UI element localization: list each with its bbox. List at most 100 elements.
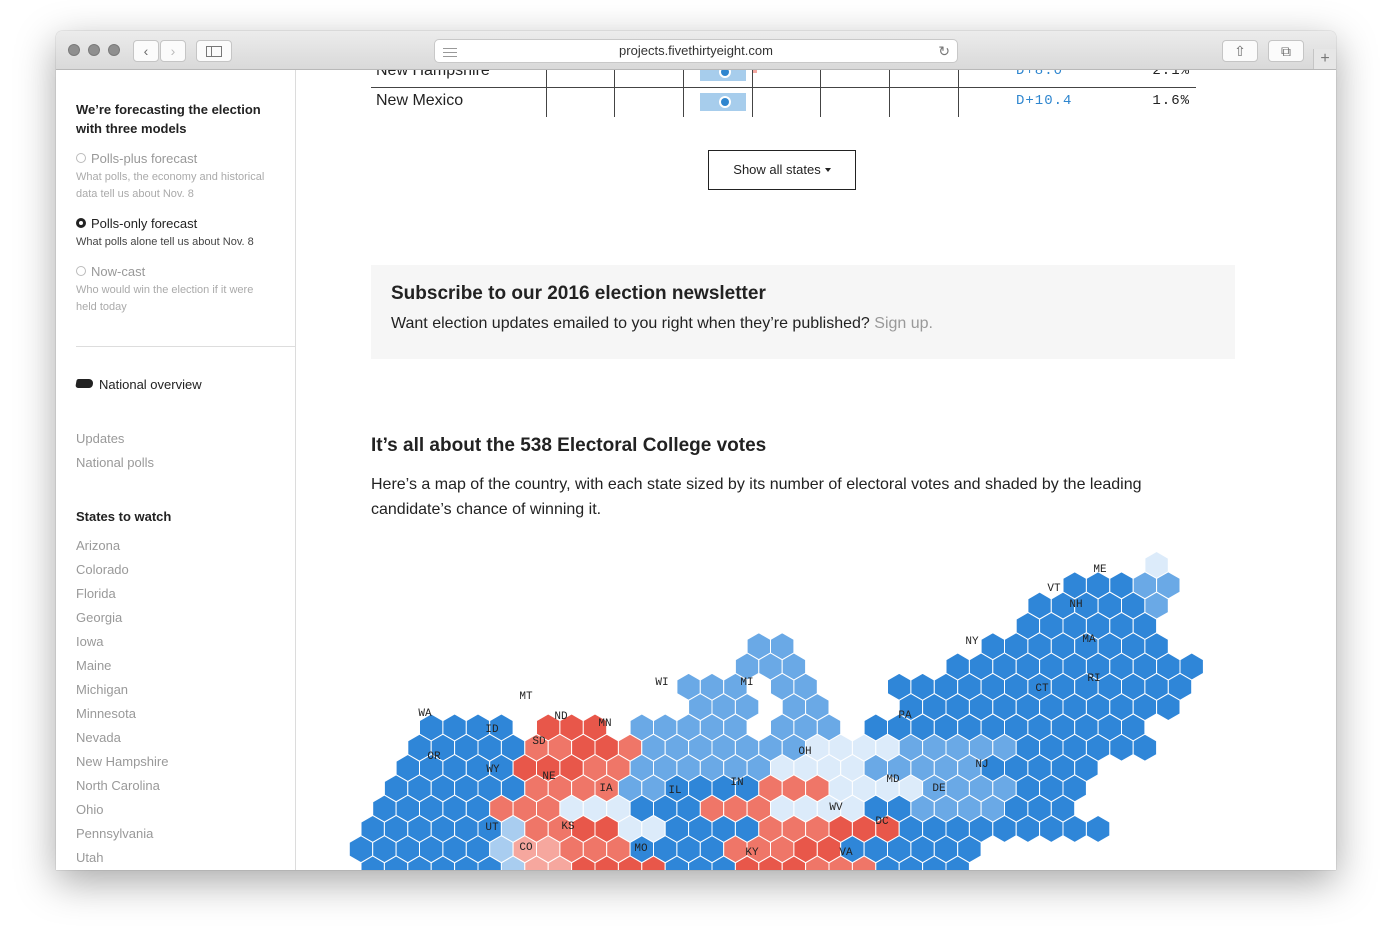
state-label-wa[interactable]: WA	[418, 708, 432, 720]
sidebar-link-national-polls[interactable]: National polls	[76, 455, 155, 470]
sign-up-link[interactable]: Sign up.	[874, 315, 933, 332]
sidebar-link-updates[interactable]: Updates	[76, 431, 125, 446]
state-label-in[interactable]: IN	[730, 777, 743, 789]
state-link-nevada[interactable]: Nevada	[76, 730, 121, 745]
hex-cell	[945, 855, 970, 870]
state-link-iowa[interactable]: Iowa	[76, 634, 104, 649]
probability-bar-rep	[753, 70, 757, 73]
state-label-nj[interactable]: NJ	[975, 759, 988, 771]
state-link-ohio[interactable]: Ohio	[76, 802, 104, 817]
state-link-georgia[interactable]: Georgia	[76, 610, 123, 625]
model-description: What polls alone tell us about Nov. 8	[76, 236, 254, 248]
state-label-pa[interactable]: PA	[898, 710, 912, 722]
radio-selected-icon	[76, 218, 86, 228]
zoom-window-button[interactable]	[108, 44, 120, 56]
new-tab-button[interactable]: +	[1313, 49, 1336, 69]
hex-cell	[454, 855, 479, 870]
state-label-co[interactable]: CO	[519, 842, 533, 854]
state-label-sd[interactable]: SD	[532, 736, 546, 748]
hex-cell	[641, 855, 666, 870]
newsletter-box: Subscribe to our 2016 election newslette…	[371, 265, 1235, 359]
sidebar-toggle-button[interactable]	[196, 40, 232, 62]
model-now-cast[interactable]: Now-cast Who would win the election if i…	[76, 263, 276, 316]
back-button[interactable]: ‹	[133, 40, 159, 62]
hex-cell	[688, 855, 713, 870]
state-label-ks[interactable]: KS	[561, 821, 575, 833]
share-button[interactable]: ⇧	[1222, 40, 1258, 62]
state-link-new-hampshire[interactable]: New Hampshire	[76, 754, 169, 769]
state-label-vt[interactable]: VT	[1047, 583, 1061, 595]
state-label-wi[interactable]: WI	[655, 677, 668, 689]
state-link-michigan[interactable]: Michigan	[76, 682, 129, 697]
forward-button[interactable]: ›	[160, 40, 186, 62]
show-all-states-button[interactable]: Show all states	[708, 150, 856, 190]
model-polls-plus[interactable]: Polls-plus forecast What polls, the econ…	[76, 150, 276, 203]
state-link-minnesota[interactable]: Minnesota	[76, 706, 136, 721]
state-label-mt[interactable]: MT	[519, 691, 533, 703]
state-label-wv[interactable]: WV	[829, 802, 843, 814]
state-link-colorado[interactable]: Colorado	[76, 562, 129, 577]
state-label-il[interactable]: IL	[668, 785, 681, 797]
address-bar[interactable]: projects.fivethirtyeight.com ↻	[434, 39, 958, 63]
state-label-va[interactable]: VA	[839, 847, 853, 859]
chevron-right-icon: ›	[170, 43, 176, 59]
browser-window: ‹ › projects.fivethirtyeight.com ↻ ⇧ ⧉ +…	[56, 31, 1336, 870]
state-label-ne[interactable]: NE	[542, 771, 556, 783]
state-label-dc[interactable]: DC	[875, 816, 889, 828]
sidebar-divider	[76, 346, 295, 347]
state-label-ct[interactable]: CT	[1035, 683, 1049, 695]
state-label-mo[interactable]: MO	[634, 843, 648, 855]
state-link-pennsylvania[interactable]: Pennsylvania	[76, 826, 154, 841]
model-title: Polls-only forecast	[91, 216, 198, 231]
state-label-ia[interactable]: IA	[599, 783, 613, 795]
title-bar: ‹ › projects.fivethirtyeight.com ↻ ⇧ ⧉ +	[56, 31, 1336, 70]
state-label-ma[interactable]: MA	[1082, 634, 1096, 646]
minimize-window-button[interactable]	[88, 44, 100, 56]
state-link-maine[interactable]: Maine	[76, 658, 112, 673]
radio-icon	[76, 266, 86, 276]
state-link-north-carolina[interactable]: North Carolina	[76, 778, 160, 793]
newsletter-body: Want election updates emailed to you rig…	[391, 315, 933, 333]
reload-icon[interactable]: ↻	[938, 43, 950, 59]
tabs-icon: ⧉	[1281, 43, 1291, 59]
model-polls-only[interactable]: Polls-only forecast What polls alone tel…	[76, 215, 276, 251]
state-label-mi[interactable]: MI	[740, 677, 753, 689]
tipping-point-pct: 2.1%	[1152, 70, 1190, 79]
national-overview-link[interactable]: National overview	[75, 377, 202, 392]
electoral-hex-map: WA OR MT ID ND SD WY NE UT CO KS MO MN IA WI IL MI IN OH KY…	[348, 550, 1204, 870]
state-label-id[interactable]: ID	[485, 724, 499, 736]
hex-cell	[360, 855, 385, 870]
hex-cell	[407, 855, 432, 870]
close-window-button[interactable]	[68, 44, 80, 56]
newsletter-text: Want election updates emailed to you rig…	[391, 315, 870, 332]
model-title: Now-cast	[91, 264, 146, 279]
state-label-ky[interactable]: KY	[745, 847, 759, 859]
section-title: It’s all about the 538 Electoral College…	[371, 435, 767, 456]
state-label-me[interactable]: ME	[1093, 564, 1107, 576]
state-link-utah[interactable]: Utah	[76, 850, 104, 865]
hex-cell	[571, 855, 596, 870]
state-link-florida[interactable]: Florida	[76, 586, 116, 601]
margin-value: D+8.0	[1016, 70, 1064, 79]
state-label-de[interactable]: DE	[932, 783, 946, 795]
main-column: New Hampshire D+8.0 2.1% New Mexico D+10…	[296, 70, 1336, 870]
state-label-or[interactable]: OR	[427, 751, 441, 763]
reader-icon[interactable]	[443, 48, 457, 57]
state-label-nh[interactable]: NH	[1069, 599, 1082, 611]
tabs-button[interactable]: ⧉	[1268, 40, 1304, 62]
national-overview-label: National overview	[99, 377, 202, 392]
hex-cell	[664, 855, 690, 870]
state-label-ut[interactable]: UT	[485, 822, 499, 834]
state-link-arizona[interactable]: Arizona	[76, 538, 121, 553]
state-label-oh[interactable]: OH	[798, 746, 811, 758]
probability-dot	[721, 98, 729, 106]
model-description: Who would win the election if it were he…	[76, 284, 254, 313]
state-label-ri[interactable]: RI	[1087, 673, 1100, 685]
state-label-wy[interactable]: WY	[486, 764, 500, 776]
state-name: New Hampshire	[376, 70, 490, 79]
state-label-nd[interactable]: ND	[554, 711, 568, 723]
state-label-mn[interactable]: MN	[598, 718, 611, 730]
hex-cell	[477, 855, 502, 870]
state-label-md[interactable]: MD	[886, 774, 900, 786]
state-label-ny[interactable]: NY	[965, 636, 979, 648]
